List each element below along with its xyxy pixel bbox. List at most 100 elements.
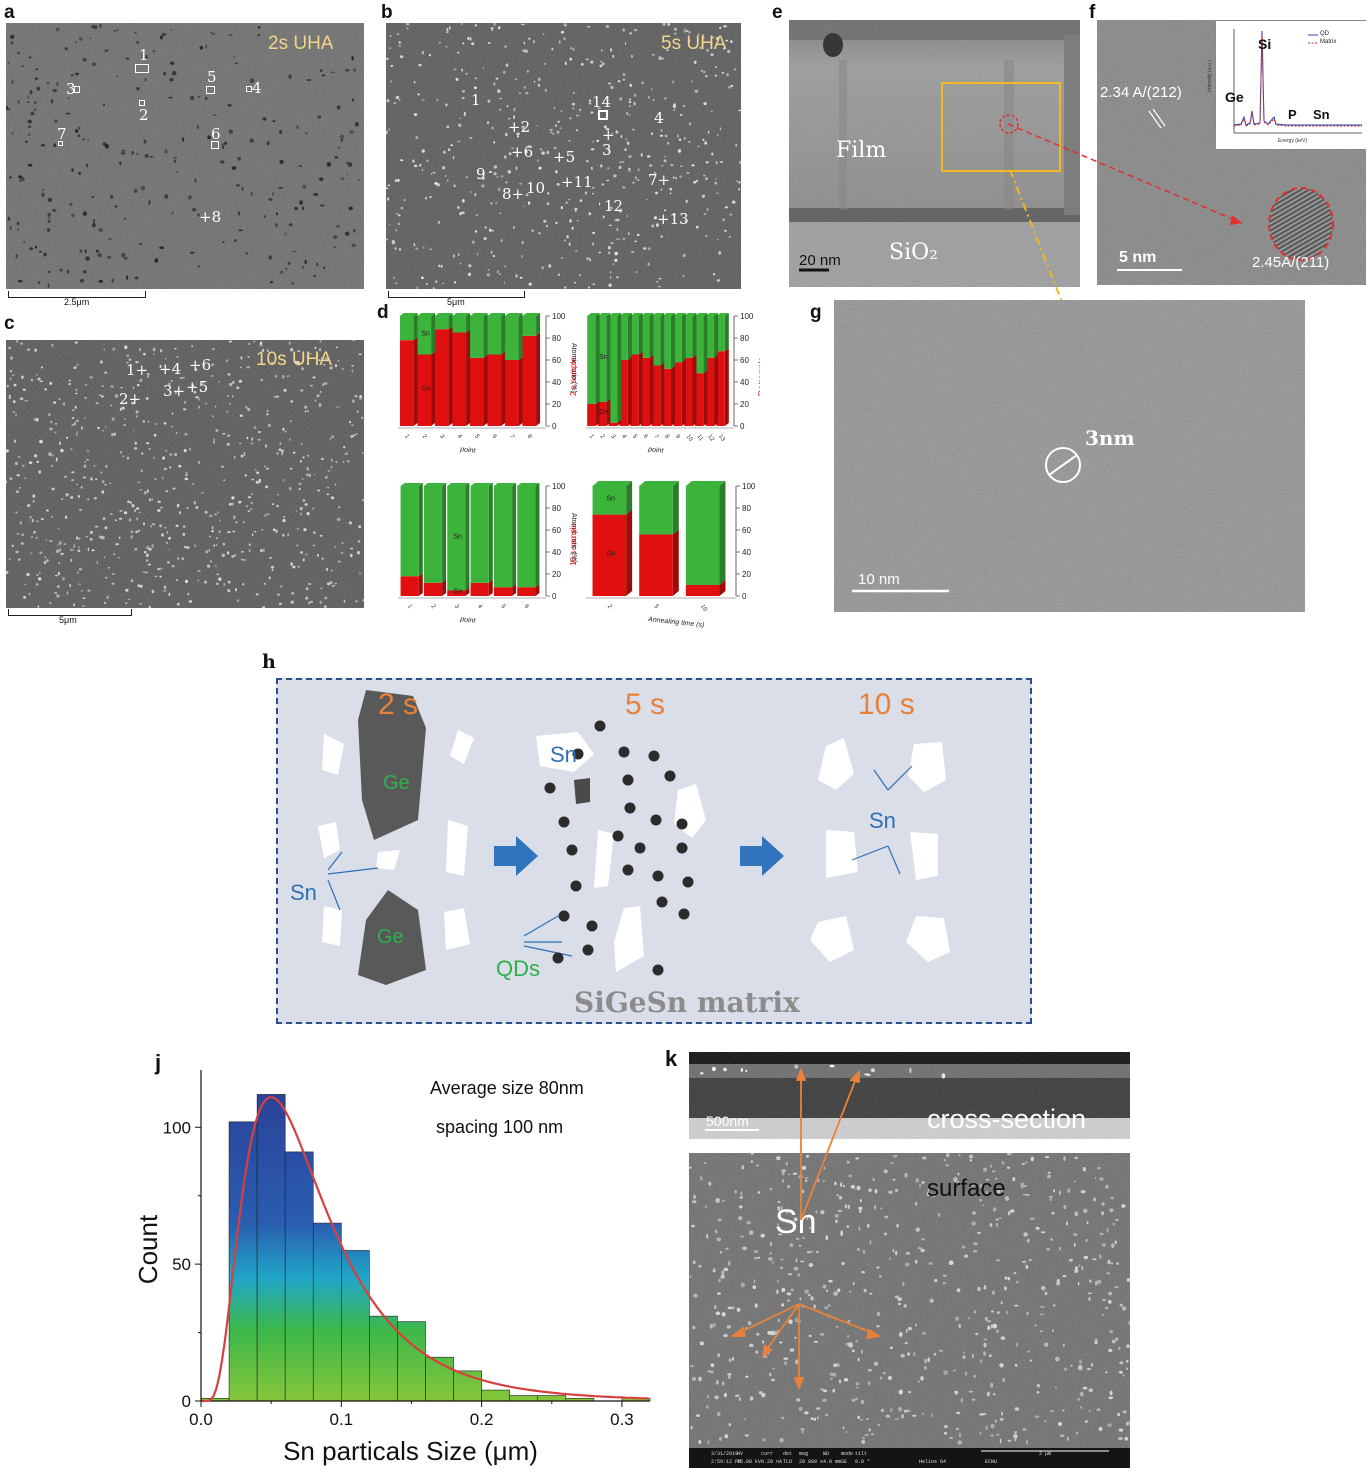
particle bbox=[150, 525, 153, 528]
particle bbox=[175, 171, 179, 173]
marker-6: +6 bbox=[511, 143, 534, 161]
bar-sn bbox=[469, 316, 484, 358]
particle bbox=[753, 1279, 756, 1284]
particle bbox=[159, 524, 163, 528]
particle bbox=[340, 139, 344, 142]
particle bbox=[80, 486, 83, 489]
particle bbox=[739, 1205, 743, 1209]
particle bbox=[395, 213, 399, 215]
particle bbox=[898, 1332, 903, 1337]
particle bbox=[1073, 1243, 1076, 1247]
particle bbox=[1082, 1167, 1087, 1172]
particle bbox=[523, 86, 526, 89]
particle bbox=[740, 1282, 745, 1288]
particle bbox=[195, 506, 199, 509]
bar-sn bbox=[447, 486, 466, 591]
particle bbox=[24, 477, 26, 480]
particle bbox=[281, 451, 284, 456]
particle bbox=[723, 1333, 728, 1338]
particle bbox=[558, 40, 561, 44]
particle bbox=[321, 74, 326, 77]
marker-box bbox=[139, 100, 145, 106]
particle bbox=[341, 367, 344, 370]
particle bbox=[8, 397, 11, 399]
particle bbox=[874, 1189, 878, 1194]
qd-dot bbox=[558, 910, 570, 922]
particle bbox=[855, 1382, 860, 1386]
particle bbox=[633, 29, 638, 32]
particle bbox=[196, 124, 199, 130]
particle bbox=[207, 135, 212, 140]
particle bbox=[16, 474, 20, 477]
particle bbox=[180, 377, 183, 379]
particle bbox=[862, 1249, 866, 1254]
particle bbox=[1067, 1188, 1071, 1193]
particle bbox=[105, 464, 108, 469]
particle bbox=[1025, 1193, 1030, 1197]
particle bbox=[39, 439, 43, 444]
particle bbox=[330, 569, 333, 572]
particle bbox=[37, 605, 40, 608]
panel-a-label: a bbox=[4, 2, 15, 23]
particle bbox=[437, 220, 440, 224]
particle bbox=[1026, 1312, 1029, 1315]
particle bbox=[1058, 1190, 1061, 1195]
particle bbox=[227, 373, 231, 376]
x-tick-label: 6 bbox=[642, 434, 649, 441]
particle bbox=[605, 128, 610, 131]
particle bbox=[125, 588, 129, 592]
particle bbox=[473, 86, 477, 90]
bar-side-ge bbox=[617, 419, 622, 426]
particle bbox=[219, 519, 221, 522]
particle bbox=[39, 380, 44, 383]
particle bbox=[992, 1393, 996, 1396]
particle bbox=[11, 80, 14, 85]
particle bbox=[799, 1297, 802, 1301]
particle bbox=[198, 398, 201, 401]
bar-top bbox=[716, 313, 729, 316]
bar-ge bbox=[641, 357, 650, 426]
particle bbox=[222, 145, 224, 149]
particle bbox=[637, 168, 640, 172]
particle bbox=[265, 485, 269, 489]
particle bbox=[523, 41, 526, 45]
particle bbox=[928, 1262, 933, 1265]
particle bbox=[908, 1391, 912, 1394]
particle bbox=[989, 1354, 992, 1357]
particle bbox=[658, 278, 662, 280]
particle bbox=[168, 592, 171, 596]
particle bbox=[1014, 1363, 1018, 1367]
particle bbox=[656, 280, 659, 283]
particle bbox=[251, 478, 255, 481]
particle bbox=[664, 155, 667, 158]
particle bbox=[469, 137, 473, 139]
particle bbox=[542, 33, 545, 36]
particle bbox=[84, 416, 86, 420]
particle bbox=[722, 218, 725, 222]
particle bbox=[618, 238, 621, 241]
particle bbox=[533, 80, 536, 83]
particle bbox=[1121, 1204, 1126, 1208]
x-tick-label: 1 bbox=[406, 604, 413, 611]
histogram-bar bbox=[397, 1321, 426, 1402]
particle bbox=[586, 257, 590, 260]
marker-box bbox=[135, 64, 149, 73]
particle bbox=[983, 1342, 987, 1348]
particle bbox=[308, 473, 311, 478]
particle bbox=[711, 152, 714, 156]
x-axis-label: Sn particals Size (μm) bbox=[283, 1436, 538, 1466]
particle bbox=[761, 1392, 766, 1398]
legend-matrix: Matrix bbox=[1320, 39, 1337, 45]
qd-dot bbox=[656, 896, 668, 908]
particle bbox=[361, 499, 364, 502]
footer-date: 3/31/2019 bbox=[711, 1451, 739, 1457]
particle bbox=[622, 78, 625, 81]
particle bbox=[513, 107, 516, 112]
particle bbox=[857, 1357, 860, 1362]
particle bbox=[758, 1391, 763, 1395]
particle bbox=[514, 78, 518, 81]
particle bbox=[560, 206, 563, 210]
particle bbox=[1062, 1275, 1067, 1278]
particle bbox=[859, 1199, 862, 1203]
